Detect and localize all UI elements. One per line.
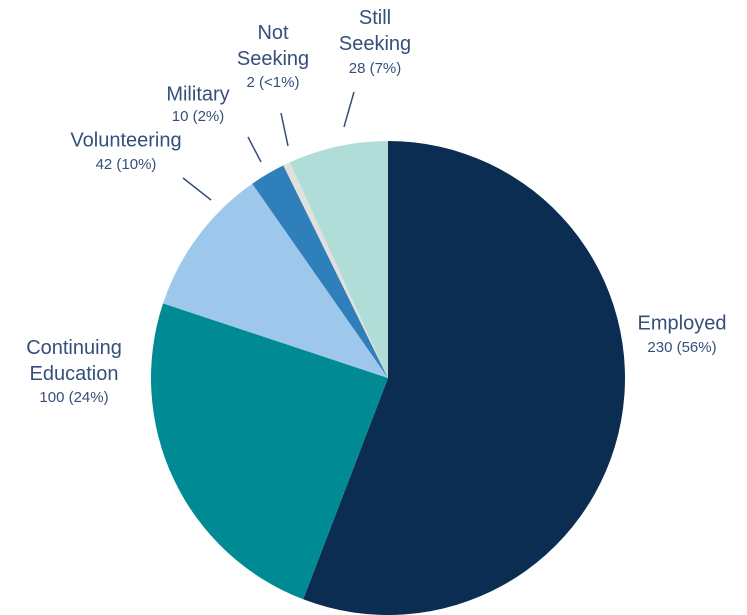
value-label: 100 (24%) [39, 389, 108, 406]
pie-slice [252, 165, 388, 378]
leader-line [280, 112, 289, 147]
value-label: 10 (2%) [172, 108, 225, 125]
slice-label: Employed [638, 312, 727, 334]
leader-line [247, 136, 262, 163]
leader-line [343, 91, 355, 128]
pie-slice [289, 141, 388, 378]
value-label: 42 (10%) [96, 156, 157, 173]
slice-label: Volunteering [70, 129, 181, 151]
pie-slice [283, 162, 388, 378]
pie-slice [150, 303, 388, 600]
slice-label: Still Seeking [339, 7, 411, 55]
pie-slice [303, 141, 626, 615]
value-label: 28 (7%) [349, 60, 402, 77]
slice-label: Not Seeking [237, 22, 309, 70]
pie-slice [163, 183, 388, 378]
slice-label: Military [166, 83, 229, 105]
value-label: 2 (<1%) [247, 74, 300, 91]
leader-line [182, 177, 212, 201]
slice-label: Continuing Education [26, 337, 122, 385]
value-label: 230 (56%) [647, 339, 716, 356]
